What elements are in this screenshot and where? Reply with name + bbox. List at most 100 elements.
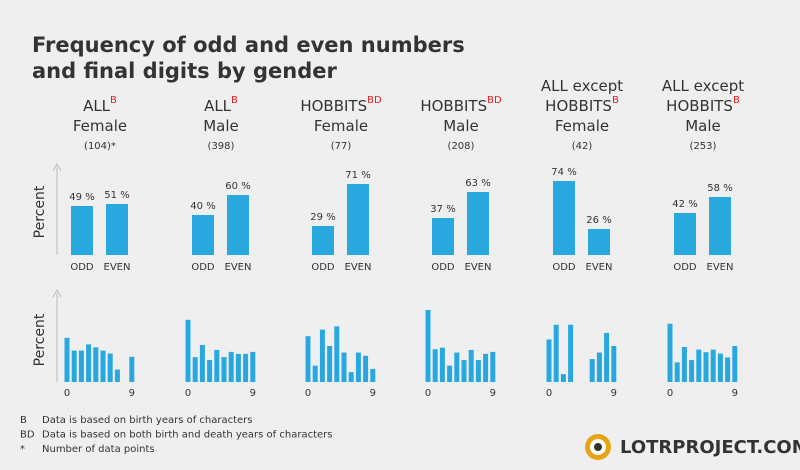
digit-bar <box>334 326 340 382</box>
x-tick-label: EVEN <box>104 262 131 273</box>
digit-bar <box>370 368 376 382</box>
data-count: (104)* <box>84 141 116 152</box>
digit-bar <box>228 351 234 382</box>
data-count: (77) <box>331 141 352 152</box>
bar <box>71 206 93 255</box>
x-tick-label: 9 <box>490 388 496 399</box>
bar <box>674 213 696 255</box>
bar <box>312 226 334 255</box>
digit-bar <box>319 329 325 382</box>
y-axis-label: Percent <box>32 313 48 366</box>
value-label: 71 % <box>345 170 370 181</box>
bar <box>432 218 454 255</box>
panel-title-line: HOBBITS <box>666 97 733 115</box>
footnote-text: Number of data points <box>42 444 155 455</box>
panel-title: ALLB <box>83 95 117 115</box>
bar <box>227 195 249 255</box>
bar <box>192 215 214 255</box>
x-tick-label: ODD <box>70 262 94 273</box>
digit-bar <box>475 360 481 382</box>
x-tick-label: EVEN <box>465 262 492 273</box>
digit-bar <box>611 346 617 382</box>
digit-bar <box>100 350 106 382</box>
digit-bar <box>596 352 602 382</box>
panel-title: ALL except <box>662 77 744 95</box>
x-tick-label: 0 <box>425 388 431 399</box>
superscript: BD <box>487 95 502 106</box>
digit-bar <box>86 344 92 382</box>
x-tick-label: 9 <box>129 388 135 399</box>
x-tick-label: 9 <box>370 388 376 399</box>
panel-title: Male <box>203 117 239 135</box>
panel-title: Female <box>73 117 127 135</box>
digit-bar <box>553 324 559 382</box>
panel-title-line: HOBBITS <box>545 97 612 115</box>
digit-bar <box>689 360 695 382</box>
digit-bar <box>560 374 566 382</box>
digit-bar <box>589 359 595 382</box>
x-tick-label: ODD <box>552 262 576 273</box>
x-tick-label: 9 <box>732 388 738 399</box>
digit-bar <box>71 350 77 382</box>
superscript: BD <box>367 95 382 106</box>
digit-bar <box>348 372 354 382</box>
panel-title-line: Female <box>555 117 609 135</box>
bar <box>709 197 731 255</box>
panel-title-line: Male <box>443 117 479 135</box>
value-label: 58 % <box>707 183 732 194</box>
data-count: (208) <box>448 141 475 152</box>
value-label: 51 % <box>104 190 129 201</box>
x-tick-label: EVEN <box>586 262 613 273</box>
axis <box>52 162 62 382</box>
y-axis-label: Percent <box>32 185 48 238</box>
digit-bar <box>432 349 438 382</box>
digit-bar <box>546 339 552 382</box>
digit-bar <box>710 349 716 382</box>
x-tick-label: 9 <box>611 388 617 399</box>
x-tick-label: EVEN <box>707 262 734 273</box>
panel-title: Female <box>314 117 368 135</box>
chart-title: Frequency of odd and even numbers <box>32 33 465 57</box>
digit-bar <box>355 352 361 382</box>
panel-title-line: Male <box>685 117 721 135</box>
x-tick-label: 0 <box>185 388 191 399</box>
digit-bar <box>696 349 702 382</box>
data-count: (398) <box>208 141 235 152</box>
bar <box>588 229 610 255</box>
panel-title-line: HOBBITS <box>300 97 367 115</box>
x-tick-label: EVEN <box>345 262 372 273</box>
digit-bar <box>425 310 431 382</box>
digit-bar <box>192 357 198 382</box>
digit-bar <box>604 332 610 382</box>
panel-title: HOBBITSBD <box>420 95 502 115</box>
bar <box>106 204 128 255</box>
logo-icon <box>594 443 602 451</box>
digit-bar <box>114 369 120 382</box>
panel-title: Female <box>555 117 609 135</box>
digit-bar <box>235 353 241 382</box>
value-label: 63 % <box>465 178 490 189</box>
x-tick-label: ODD <box>673 262 697 273</box>
digit-bar <box>363 355 369 382</box>
digit-bar <box>78 350 84 382</box>
value-label: 60 % <box>225 181 250 192</box>
superscript: B <box>733 95 740 106</box>
digit-bar <box>483 353 489 382</box>
panel-title: HOBBITSBD <box>300 95 382 115</box>
footnote-mark: B <box>20 415 27 426</box>
x-tick-label: ODD <box>311 262 335 273</box>
x-tick-label: ODD <box>431 262 455 273</box>
digit-bar <box>312 365 318 382</box>
panel-title: ALLB <box>204 95 238 115</box>
digit-bar <box>490 351 496 382</box>
bar <box>347 184 369 255</box>
footnote-mark: * <box>20 444 25 455</box>
digit-bar <box>439 347 445 382</box>
panel-title-line: HOBBITS <box>420 97 487 115</box>
bar <box>553 181 575 255</box>
value-label: 29 % <box>310 212 335 223</box>
panel-title-line: ALL <box>83 97 111 115</box>
digit-bar <box>725 357 731 382</box>
x-tick-label: ODD <box>191 262 215 273</box>
